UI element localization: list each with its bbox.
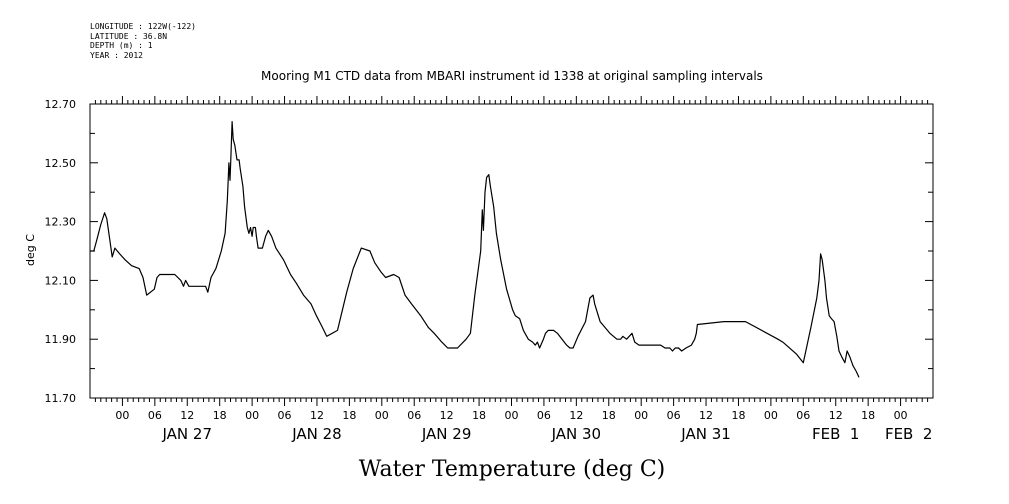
y-tick-label: 12.10 bbox=[45, 274, 77, 287]
x-day-label: JAN 30 bbox=[551, 425, 602, 443]
x-hour-label: 18 bbox=[602, 409, 616, 422]
x-hour-label: 18 bbox=[213, 409, 227, 422]
x-hour-label: 12 bbox=[310, 409, 324, 422]
x-hour-label: 00 bbox=[634, 409, 648, 422]
x-hour-label: 00 bbox=[245, 409, 259, 422]
x-hour-label: 06 bbox=[407, 409, 421, 422]
station-metadata: LONGITUDE : 122W(-122) LATITUDE : 36.8N … bbox=[90, 22, 196, 60]
temperature-series-line bbox=[90, 121, 860, 378]
x-hour-label: 00 bbox=[894, 409, 908, 422]
x-hour-label: 18 bbox=[731, 409, 745, 422]
x-day-label: JAN 29 bbox=[421, 425, 472, 443]
x-hour-label: 00 bbox=[375, 409, 389, 422]
year-label: YEAR : 2012 bbox=[90, 50, 143, 60]
x-day-label: JAN 28 bbox=[291, 425, 342, 443]
plot-frame bbox=[89, 103, 934, 399]
x-hour-label: 12 bbox=[440, 409, 454, 422]
depth-label: DEPTH (m) : 1 bbox=[90, 41, 153, 50]
x-day-label: JAN 31 bbox=[680, 425, 731, 443]
x-hour-label: 06 bbox=[148, 409, 162, 422]
x-hour-label: 12 bbox=[829, 409, 843, 422]
x-hour-label: 00 bbox=[115, 409, 129, 422]
x-hour-label: 12 bbox=[180, 409, 194, 422]
axes: 11.70 11.90 12.10 12.30 12.50 12.70 00 06 12 18 00… bbox=[45, 96, 933, 443]
x-axis-label: Water Temperature (deg C) bbox=[359, 457, 666, 482]
x-day-label: FEB 2 bbox=[885, 425, 932, 443]
x-hour-label: 06 bbox=[796, 409, 810, 422]
y-tick-label: 12.50 bbox=[45, 157, 77, 170]
x-hour-label: 00 bbox=[505, 409, 519, 422]
x-day-label: FEB 1 bbox=[812, 425, 859, 443]
y-tick-label: 12.70 bbox=[45, 98, 77, 111]
x-hour-label: 00 bbox=[764, 409, 778, 422]
x-hour-label: 18 bbox=[472, 409, 486, 422]
x-hour-label: 06 bbox=[667, 409, 681, 422]
x-day-label: JAN 27 bbox=[162, 425, 213, 443]
x-hour-label: 18 bbox=[342, 409, 356, 422]
chart-title: Mooring M1 CTD data from MBARI instrumen… bbox=[261, 69, 763, 83]
y-tick-label: 12.30 bbox=[45, 216, 77, 229]
x-hour-label: 06 bbox=[537, 409, 551, 422]
x-hour-label: 12 bbox=[569, 409, 583, 422]
longitude-label: LONGITUDE : 122W(-122) bbox=[90, 22, 196, 31]
latitude-label: LATITUDE : 36.8N bbox=[90, 31, 168, 41]
y-tick-label: 11.90 bbox=[45, 333, 77, 346]
x-hour-label: 18 bbox=[861, 409, 875, 422]
y-axis-label: deg C bbox=[24, 234, 37, 266]
x-hour-label: 12 bbox=[699, 409, 713, 422]
y-tick-label: 11.70 bbox=[45, 392, 77, 405]
x-hour-label: 06 bbox=[278, 409, 292, 422]
